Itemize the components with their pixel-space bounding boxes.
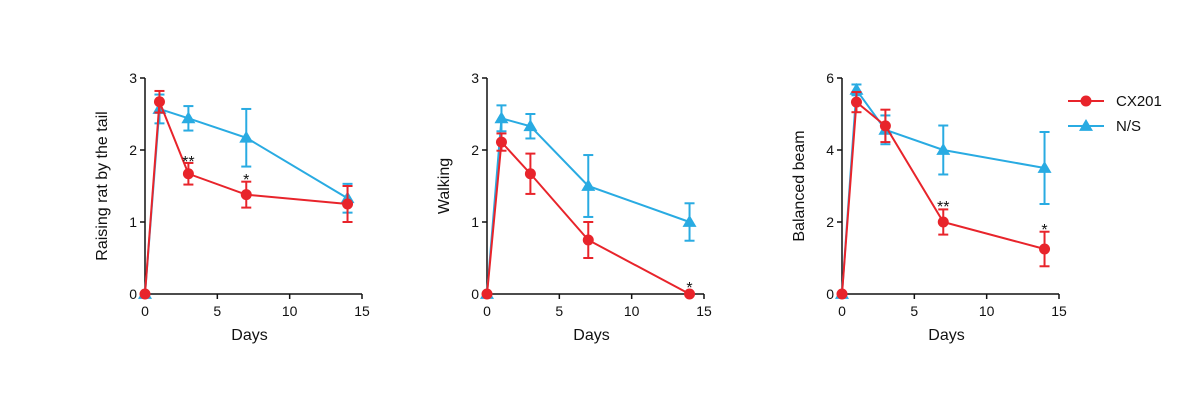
- data-point: [239, 130, 254, 143]
- y-tick-label: 6: [826, 70, 834, 86]
- x-tick-label: 5: [213, 303, 221, 319]
- x-tick-label: 5: [910, 303, 918, 319]
- significance-marker: **: [182, 154, 194, 171]
- y-tick-label: 0: [129, 286, 137, 302]
- series-cx201: [139, 89, 354, 300]
- data-point: [682, 215, 697, 227]
- legend-item-cx201: CX201: [1068, 93, 1162, 110]
- legend-item-n-s: N/S: [1068, 118, 1141, 135]
- y-tick-label: 0: [826, 286, 834, 302]
- data-point: [153, 96, 165, 108]
- data-point: [684, 288, 696, 300]
- y-tick-label: 2: [129, 142, 137, 158]
- series-n-s: [480, 104, 697, 299]
- x-tick-label: 15: [1051, 303, 1067, 319]
- y-tick-label: 1: [471, 214, 479, 230]
- x-axis-label: Days: [928, 327, 964, 344]
- y-axis-label: Walking: [436, 158, 453, 214]
- y-tick-label: 3: [471, 70, 479, 86]
- y-tick-label: 4: [826, 142, 834, 158]
- legend-label: CX201: [1116, 93, 1162, 110]
- x-axis-label: Days: [573, 327, 609, 344]
- x-tick-label: 10: [282, 303, 298, 319]
- data-point: [936, 143, 951, 155]
- y-tick-label: 0: [471, 286, 479, 302]
- y-axis-label: Balanced beam: [791, 130, 808, 241]
- x-tick-label: 15: [696, 303, 712, 319]
- data-point: [581, 179, 596, 191]
- data-point: [495, 136, 507, 148]
- x-tick-label: 0: [838, 303, 846, 319]
- significance-marker: *: [1041, 222, 1047, 239]
- data-point: [342, 198, 354, 210]
- data-point: [1037, 161, 1052, 173]
- series-line-n-s: [841, 87, 1045, 295]
- data-point: [850, 96, 862, 108]
- series-n-s: [835, 82, 1052, 299]
- x-tick-label: 0: [483, 303, 491, 319]
- data-point: [937, 216, 949, 228]
- x-tick-label: 10: [624, 303, 640, 319]
- data-point: [836, 288, 848, 300]
- significance-marker: *: [243, 172, 249, 189]
- x-axis-label: Days: [231, 327, 267, 344]
- significance-marker: **: [937, 199, 949, 216]
- y-axis-label: Raising rat by the tail: [94, 111, 111, 260]
- legend-label: N/S: [1116, 118, 1141, 135]
- data-point: [1039, 243, 1051, 255]
- series-cx201: [836, 91, 1051, 300]
- data-point: [494, 111, 509, 124]
- x-tick-label: 15: [354, 303, 370, 319]
- data-point: [481, 288, 493, 300]
- data-point: [240, 189, 252, 201]
- data-point: [524, 168, 536, 180]
- data-point: [582, 234, 594, 246]
- data-point: [181, 111, 196, 124]
- x-tick-label: 10: [979, 303, 995, 319]
- data-point: [182, 168, 194, 180]
- significance-marker: *: [686, 280, 692, 297]
- data-point: [879, 120, 891, 132]
- legend: CX201 N/S: [1068, 93, 1162, 135]
- y-tick-label: 1: [129, 214, 137, 230]
- series-cx201: [481, 132, 696, 300]
- x-tick-label: 0: [141, 303, 149, 319]
- legend-marker: [1079, 119, 1093, 131]
- data-point: [139, 288, 151, 300]
- panel-walking: 0 1 2 3 0 5 10 15 Days Walking *: [436, 70, 712, 344]
- data-point: [523, 119, 538, 132]
- y-tick-label: 2: [471, 142, 479, 158]
- x-tick-label: 5: [555, 303, 563, 319]
- legend-marker: [1080, 95, 1092, 107]
- y-tick-label: 2: [826, 214, 834, 230]
- y-tick-label: 3: [129, 70, 137, 86]
